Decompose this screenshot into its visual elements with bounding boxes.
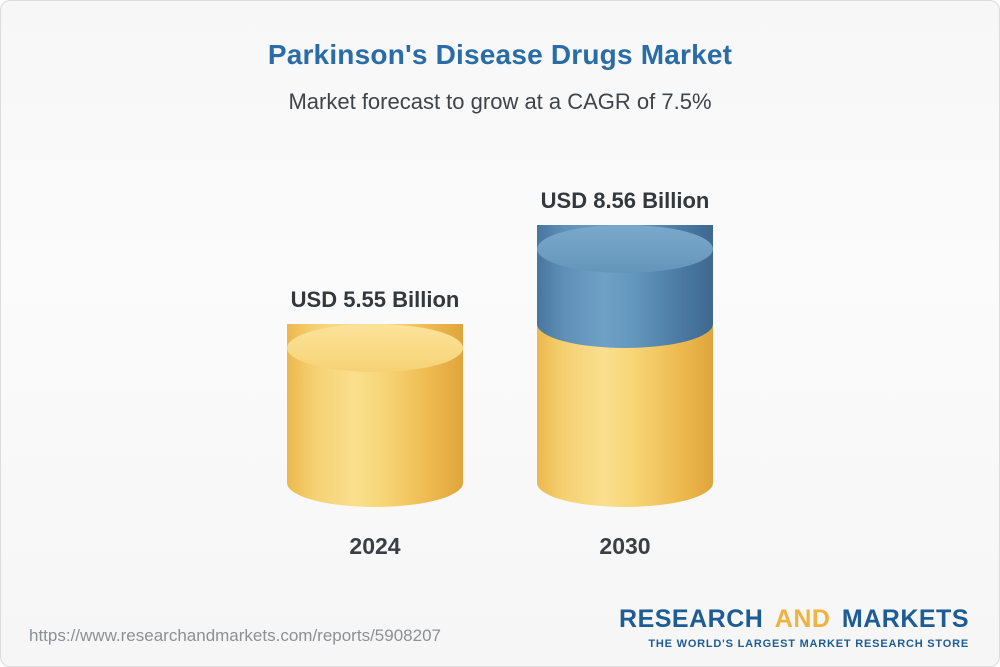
category-label-2024: 2024 [349,533,401,559]
bar-column-2030: USD 8.56 Billion 2030 [537,188,713,560]
report-url-link[interactable]: https://www.researchandmarkets.com/repor… [29,626,441,645]
category-label-2030: 2030 [599,533,651,559]
cylinder-2024 [287,324,463,507]
value-label-2024: USD 5.55 Billion [290,287,460,312]
value-label-2030: USD 8.56 Billion [540,188,710,213]
page-subtitle: Market forecast to grow at a CAGR of 7.5… [288,89,712,114]
logo-word-research: RESEARCH [619,605,764,633]
bar-column-2024: USD 5.55 Billion 2024 [287,287,463,560]
chart-header: Parkinson's Disease Drugs Market Market … [1,39,999,115]
research-and-markets-logo: RESEARCH AND MARKETS THE WORLD'S LARGEST… [619,605,969,650]
cylinder-base-segment-2030 [537,324,713,507]
cylinder-top-2024 [287,324,463,372]
page-title: Parkinson's Disease Drugs Market [267,39,733,70]
cylinder-2030 [537,225,713,507]
cylinder-top-2030 [537,225,713,273]
logo-word-markets: MARKETS [841,605,969,633]
logo-tagline: THE WORLD'S LARGEST MARKET RESEARCH STOR… [648,638,969,650]
logo-word-and: AND [774,605,831,633]
logo-wordmark: RESEARCH AND MARKETS [619,605,969,634]
bar-chart: USD 5.55 Billion 2024 USD 8.56 Billion 2… [1,188,999,560]
